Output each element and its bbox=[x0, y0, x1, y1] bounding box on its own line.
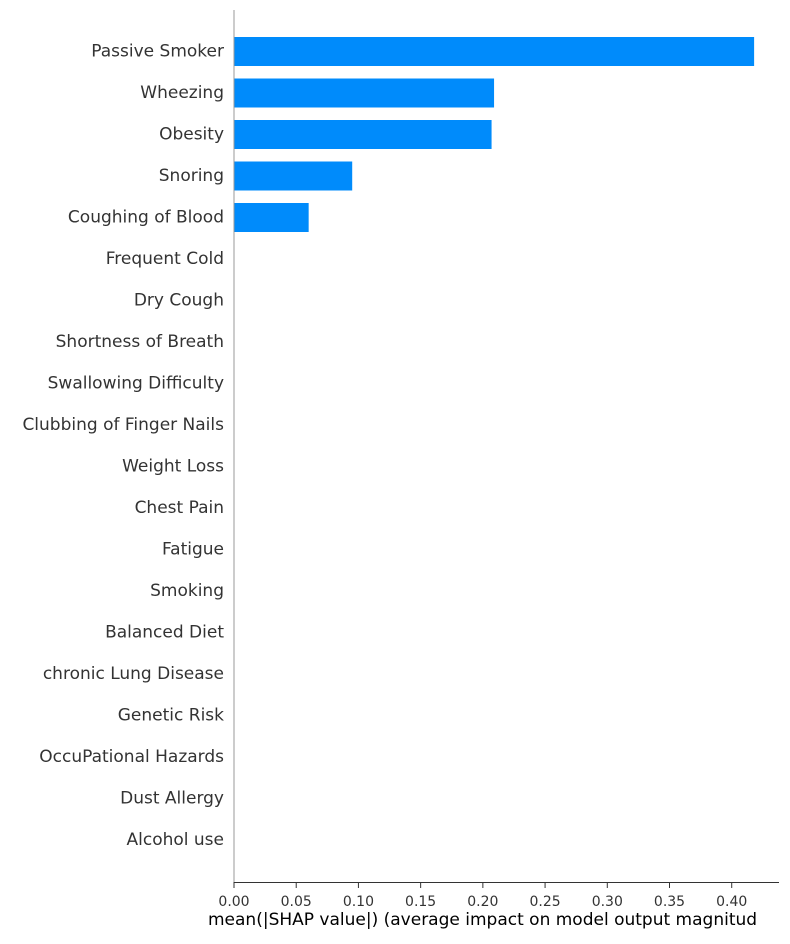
x-tick-label: 0.35 bbox=[654, 894, 685, 910]
category-label: Shortness of Breath bbox=[56, 332, 224, 352]
category-label: Weight Loss bbox=[122, 457, 224, 477]
bar-0 bbox=[234, 37, 755, 66]
bars-layer bbox=[234, 37, 755, 232]
x-tick-label: 0.40 bbox=[716, 894, 747, 910]
category-label: Coughing of Blood bbox=[68, 208, 224, 228]
category-label: Obesity bbox=[159, 125, 224, 145]
category-label: Genetic Risk bbox=[118, 706, 224, 726]
x-tick-label: 0.00 bbox=[218, 894, 249, 910]
category-label: chronic Lung Disease bbox=[43, 664, 224, 684]
category-labels: Passive Smoker Wheezing Obesity Snoring Coug… bbox=[22, 42, 224, 851]
bar-3 bbox=[234, 161, 353, 191]
x-axis-title: mean(|SHAP value|) (average impact on mo… bbox=[208, 910, 757, 930]
category-label: Fatigue bbox=[162, 540, 224, 560]
category-label: Dust Allergy bbox=[120, 789, 224, 809]
category-label: Passive Smoker bbox=[91, 42, 224, 62]
x-axis-ticks: 0.00 0.05 0.10 0.15 0.20 0.25 0.30 0.35 0.40 bbox=[218, 882, 747, 910]
bar-1 bbox=[234, 78, 495, 108]
category-label: Balanced Diet bbox=[105, 623, 224, 643]
bar-2 bbox=[234, 120, 492, 149]
category-label: Smoking bbox=[150, 581, 224, 601]
category-label: Snoring bbox=[159, 166, 224, 186]
category-label: Alcohol use bbox=[127, 830, 225, 850]
x-tick-label: 0.20 bbox=[467, 894, 498, 910]
x-tick-label: 0.25 bbox=[529, 894, 560, 910]
category-label: Swallowing Difficulty bbox=[48, 374, 224, 394]
category-label: Wheezing bbox=[140, 83, 224, 103]
category-label: OccuPational Hazards bbox=[39, 747, 224, 767]
x-tick-label: 0.30 bbox=[592, 894, 623, 910]
bar-4 bbox=[234, 203, 309, 232]
category-label: Clubbing of Finger Nails bbox=[22, 415, 224, 435]
x-tick-label: 0.05 bbox=[281, 894, 312, 910]
category-label: Frequent Cold bbox=[106, 249, 224, 269]
x-tick-label: 0.15 bbox=[405, 894, 436, 910]
category-label: Dry Cough bbox=[134, 291, 224, 311]
category-label: Chest Pain bbox=[135, 498, 224, 518]
x-tick-label: 0.10 bbox=[343, 894, 374, 910]
